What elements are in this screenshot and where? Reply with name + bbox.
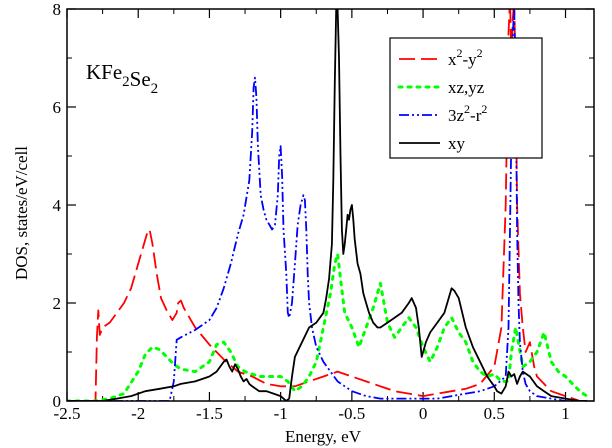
legend-label: xz,yz <box>448 78 485 97</box>
y-axis-title: DOS, states/eV/cell <box>12 146 31 280</box>
x-tick-label: -1.5 <box>196 404 223 423</box>
x-tick-label: -0.5 <box>338 404 365 423</box>
x-tick-label: 0 <box>419 404 428 423</box>
compound-text: Se <box>130 67 151 91</box>
y-tick-label: 0 <box>53 392 62 411</box>
compound-subscript: 2 <box>151 81 159 97</box>
legend-label: 3z2-r2 <box>448 102 487 125</box>
legend-label: xy <box>448 134 466 153</box>
y-tick-label: 8 <box>53 0 62 19</box>
legend: x2-y2 xz,yz 3z2-r2 xy <box>389 37 543 159</box>
compound-subscript: 2 <box>122 74 130 90</box>
plot-frame <box>66 8 595 402</box>
series-line-2 <box>67 252 589 401</box>
y-tick-label: 6 <box>53 98 62 117</box>
series-line-3 <box>67 9 587 401</box>
y-tick-label: 4 <box>53 196 62 215</box>
x-axis-title: Energy, eV <box>285 427 362 446</box>
compound-text: KFe <box>86 60 122 84</box>
y-tick-label: 2 <box>53 294 62 313</box>
x-tick-label: -2.5 <box>54 404 81 423</box>
plot-series <box>67 9 589 401</box>
legend-box <box>389 37 543 159</box>
x-tick-label: -2 <box>131 404 145 423</box>
x-tick-label: 1 <box>561 404 570 423</box>
compound-label: KFe2Se2 <box>86 60 158 97</box>
x-grid-and-ticks: -2.5 -2 -1.5 -1 -0.5 0 0.5 1 <box>54 9 570 423</box>
x-tick-label: -1 <box>274 404 288 423</box>
series-line-4 <box>67 9 587 401</box>
legend-label: x2-y2 <box>448 46 483 69</box>
x-tick-label: 0.5 <box>484 404 505 423</box>
